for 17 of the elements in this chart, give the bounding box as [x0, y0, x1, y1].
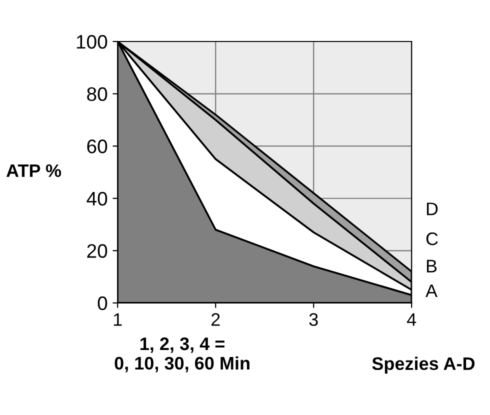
series-label: B — [426, 260, 437, 272]
text: Spezies A-D — [372, 356, 475, 374]
text: C — [426, 232, 438, 246]
y-tick-label: 60 — [87, 140, 108, 154]
y-tick-label: 100 — [76, 34, 108, 49]
y-tick-label: 0 — [98, 296, 108, 310]
text: D — [426, 202, 438, 216]
x-tick-label: 1 — [114, 313, 122, 326]
y-tick-label: 40 — [86, 192, 108, 206]
y-tick-label: 80 — [87, 87, 108, 102]
y-tick-label: 20 — [87, 244, 108, 258]
x-axis-title: 1, 2, 3, 4 = 0, 10, 30, 60 Min — [114, 337, 250, 372]
x-tick-label: 4 — [406, 313, 416, 326]
series-label: A — [426, 284, 438, 297]
x-tick-label: 3 — [309, 313, 318, 326]
x-tick-label: 2 — [211, 313, 220, 326]
y-axis-title: ATP % — [6, 164, 62, 178]
